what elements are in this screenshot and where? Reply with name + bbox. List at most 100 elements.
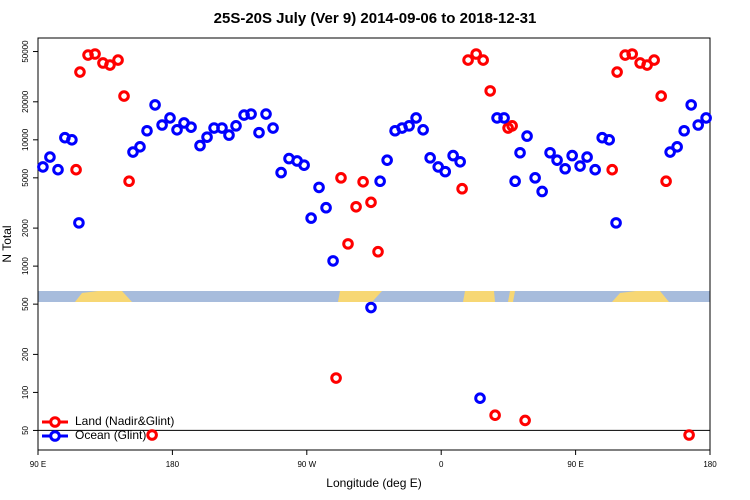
map-strip [38, 291, 710, 302]
y-tick-label: 500 [21, 297, 30, 311]
point [171, 124, 183, 136]
point [589, 163, 601, 176]
legend-label: Land (Nadir&Glint) [75, 414, 174, 428]
y-tick-label: 2000 [21, 219, 30, 237]
point [489, 409, 501, 422]
y-tick-label: 20000 [21, 90, 30, 113]
y-tick-label: 50000 [21, 40, 30, 63]
point [648, 54, 660, 66]
point [267, 122, 279, 134]
point [89, 48, 101, 60]
legend-marker [49, 416, 61, 428]
point [298, 159, 310, 171]
chart-title: 25S-20S July (Ver 9) 2014-09-06 to 2018-… [214, 10, 537, 27]
point [335, 172, 347, 184]
x-tick-label: 90 E [567, 460, 583, 469]
point [134, 141, 146, 153]
y-tick-label: 10000 [21, 128, 30, 151]
point [66, 134, 78, 146]
point [611, 66, 623, 78]
x-tick-label: 180 [703, 460, 717, 469]
point [626, 48, 638, 60]
point [664, 146, 676, 158]
point [692, 119, 705, 131]
x-tick-label: 90 E [30, 460, 46, 469]
point [44, 151, 56, 163]
y-tick-label: 1000 [21, 257, 30, 275]
point [462, 54, 474, 66]
point [372, 245, 384, 258]
legend: Land (Nadir&Glint)Ocean (Glint) [42, 414, 174, 442]
point [403, 120, 415, 132]
point [700, 112, 712, 124]
x-tick-label: 90 W [297, 460, 316, 469]
point [149, 99, 161, 111]
y-tick-label: 100 [21, 385, 30, 399]
x-axis-label: Longitude (deg E) [326, 476, 421, 490]
point [509, 175, 521, 188]
point [123, 175, 135, 188]
land-patch [338, 291, 382, 302]
land-patch [508, 291, 515, 302]
point [260, 108, 272, 120]
point [454, 155, 466, 168]
point [559, 162, 571, 175]
point [381, 154, 393, 166]
legend-marker [49, 430, 61, 442]
plot-box [37, 37, 711, 451]
point [253, 126, 265, 139]
point [275, 166, 287, 179]
point [365, 196, 377, 209]
point [439, 165, 452, 178]
point [470, 48, 482, 60]
point [37, 161, 49, 173]
point [201, 131, 213, 143]
point [216, 122, 228, 134]
point [73, 217, 85, 229]
point [350, 200, 362, 213]
point [313, 181, 325, 194]
point [685, 99, 697, 111]
point [544, 146, 556, 159]
point [245, 108, 257, 120]
land-patch [612, 291, 669, 302]
point [678, 124, 690, 137]
point [342, 238, 354, 250]
y-tick-label: 200 [21, 347, 30, 361]
point [603, 134, 616, 146]
y-tick-label: 5000 [21, 168, 30, 186]
point [74, 66, 86, 78]
point [104, 59, 116, 71]
point [491, 112, 503, 124]
point [70, 163, 82, 176]
point [498, 112, 510, 124]
point [424, 152, 436, 164]
point [655, 90, 667, 102]
x-tick-label: 0 [439, 460, 444, 469]
point [118, 90, 130, 102]
y-tick-label: 50 [21, 425, 30, 434]
point [52, 163, 64, 176]
point [223, 129, 235, 141]
point [230, 120, 242, 132]
point [660, 175, 672, 188]
point [484, 85, 496, 97]
point [146, 429, 158, 441]
point [506, 120, 518, 132]
point [327, 255, 339, 267]
point [683, 429, 695, 441]
point [477, 54, 489, 66]
point [185, 121, 197, 133]
point [671, 141, 683, 153]
point [112, 54, 124, 66]
point [374, 175, 386, 188]
point [410, 112, 422, 124]
point [447, 149, 459, 162]
point [536, 185, 548, 198]
point [521, 130, 533, 142]
point [194, 139, 206, 152]
legend-label: Ocean (Glint) [75, 428, 146, 442]
land-patch [75, 291, 132, 302]
point [529, 172, 541, 184]
